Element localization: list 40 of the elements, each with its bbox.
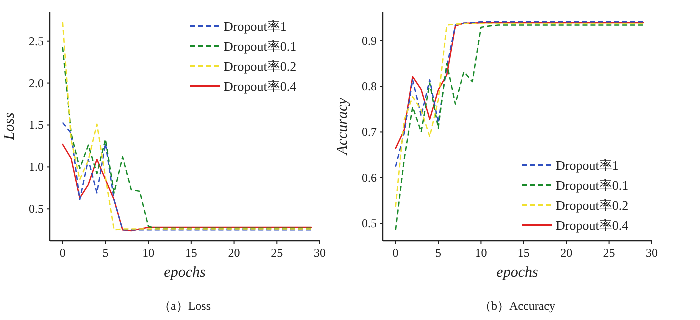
legend-label: Dropout率1: [556, 158, 619, 173]
x-tick-label: 15: [518, 246, 530, 260]
x-tick-label: 30: [646, 246, 658, 260]
x-axis-title: epochs: [164, 265, 206, 281]
y-tick-label: 2.0: [29, 76, 44, 90]
x-tick-label: 25: [603, 246, 616, 260]
legend-label: Dropout率0.2: [556, 198, 629, 213]
line-series: [62, 144, 312, 232]
y-tick-label: 0.6: [362, 170, 377, 185]
x-tick-label: 0: [60, 246, 66, 260]
legend-label: Dropout率1: [224, 19, 287, 34]
x-tick-label: 15: [185, 246, 198, 260]
x-tick-label: 10: [142, 246, 155, 260]
x-tick-label: 10: [475, 246, 488, 260]
y-tick-label: 0.8: [362, 80, 377, 94]
y-tick-label: 0.5: [29, 202, 44, 216]
y-tick-label: 1.0: [29, 160, 44, 174]
x-tick-label: 0: [392, 246, 399, 260]
legend-label: Dropout率0.4: [556, 218, 630, 233]
legend-label: Dropout率0.2: [224, 59, 297, 74]
legend-label: Dropout率0.1: [224, 39, 297, 54]
line-series: [62, 122, 312, 231]
x-axis-title: epochs: [496, 265, 538, 281]
legend-label: Dropout率0.4: [224, 79, 298, 94]
x-tick-label: 20: [228, 246, 240, 260]
legend-label: Dropout率0.1: [556, 178, 629, 193]
y-tick-label: 1.5: [29, 118, 44, 132]
y-tick-label: 0.7: [362, 125, 377, 140]
y-axis-title: Accuracy: [335, 98, 351, 156]
y-tick-label: 0.9: [362, 34, 377, 48]
text: （a）Loss: [159, 299, 212, 313]
x-tick-label: 5: [102, 246, 109, 260]
text: （b）Accuracy: [480, 299, 556, 313]
y-axis-title: Loss: [2, 112, 18, 142]
y-tick-label: 0.5: [362, 216, 377, 231]
y-tick-label: 2.5: [29, 34, 44, 48]
x-tick-label: 5: [436, 246, 442, 260]
x-tick-label: 25: [271, 246, 284, 260]
x-tick-label: 30: [314, 246, 326, 260]
x-tick-label: 20: [560, 246, 573, 260]
